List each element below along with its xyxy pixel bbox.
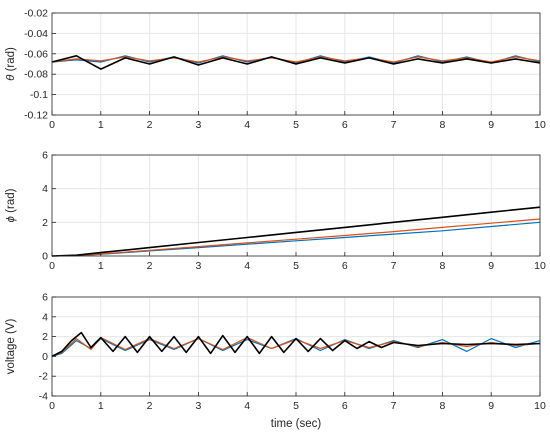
y-tick-label: -4 xyxy=(39,391,48,403)
y-tick-label: 2 xyxy=(42,331,48,343)
subplot-2: 0 1 2 3 4 5 6 7 8 9 10 0 2 4 6 ϕ (rad) xyxy=(5,150,546,273)
y-tick-label: 4 xyxy=(42,183,48,195)
y-tick-label: -0.04 xyxy=(24,28,48,40)
x-tick-label: 5 xyxy=(293,119,299,131)
x-tick-label: 3 xyxy=(195,119,201,131)
x-tick-label: 1 xyxy=(98,400,104,412)
x-tick-label: 10 xyxy=(534,400,546,412)
x-tick-label: 6 xyxy=(342,119,348,131)
x-tick-label: 2 xyxy=(147,119,153,131)
y-tick-label: -0.1 xyxy=(30,89,48,101)
y-axis-label: ϕ (rad) xyxy=(5,188,17,222)
x-tick-label: 1 xyxy=(98,260,104,272)
x-tick-label: 8 xyxy=(439,119,445,131)
x-tick-label: 3 xyxy=(195,260,201,272)
y-tick-label: -0.02 xyxy=(24,8,48,20)
x-tick-label: 7 xyxy=(391,260,397,272)
subplot-3: 0 1 2 3 4 5 6 7 8 9 10 6 4 2 0 -2 -4 voltage (V) time (sec… xyxy=(5,292,546,431)
y-tick-label: 2 xyxy=(42,217,48,229)
x-tick-label: 6 xyxy=(342,260,348,272)
y-tick-label: 6 xyxy=(42,150,48,162)
y-axis-label: voltage (V) xyxy=(5,319,17,375)
x-axis-label: time (sec) xyxy=(271,418,322,430)
x-tick-label: 9 xyxy=(488,260,494,272)
x-tick-label: 8 xyxy=(439,260,445,272)
x-tick-label: 10 xyxy=(534,119,546,131)
x-tick-label: 5 xyxy=(293,260,299,272)
x-tick-label: 4 xyxy=(244,119,250,131)
x-tick-label: 2 xyxy=(147,260,153,272)
y-tick-label: -2 xyxy=(39,371,48,383)
x-tick-label: 7 xyxy=(391,400,397,412)
x-tick-label: 1 xyxy=(98,119,104,131)
x-tick-label: 4 xyxy=(244,260,250,272)
series-line-3 xyxy=(51,54,541,70)
y-tick-label: -0.06 xyxy=(24,48,48,60)
x-tick-label: 10 xyxy=(534,260,546,272)
x-tick-label: 0 xyxy=(49,400,55,412)
series-line-3 xyxy=(51,206,541,257)
y-tick-label: -0.12 xyxy=(24,110,48,122)
x-tick-label: 9 xyxy=(488,119,494,131)
y-tick-label: -0.08 xyxy=(24,69,48,81)
x-tick-label: 0 xyxy=(49,119,55,131)
y-tick-label: 0 xyxy=(42,251,48,263)
x-tick-label: 0 xyxy=(49,260,55,272)
subplot-1: 0 1 2 3 4 5 6 7 8 9 10 -0.02 -0.04 -0.06 -0.08 -0.1 -0.1… xyxy=(5,8,546,132)
series-line-2 xyxy=(51,56,541,63)
x-tick-label: 3 xyxy=(195,400,201,412)
y-axis-label: θ (rad) xyxy=(5,47,17,81)
x-tick-label: 6 xyxy=(342,400,348,412)
x-tick-label: 2 xyxy=(147,400,153,412)
series-line-2 xyxy=(51,218,541,257)
y-tick-label: 4 xyxy=(42,311,48,323)
x-tick-label: 9 xyxy=(488,400,494,412)
x-tick-label: 8 xyxy=(439,400,445,412)
x-tick-label: 7 xyxy=(391,119,397,131)
x-tick-label: 4 xyxy=(244,400,250,412)
y-tick-label: 6 xyxy=(42,292,48,304)
x-tick-label: 5 xyxy=(293,400,299,412)
y-tick-label: 0 xyxy=(42,351,48,363)
series-line-3 xyxy=(51,331,541,358)
